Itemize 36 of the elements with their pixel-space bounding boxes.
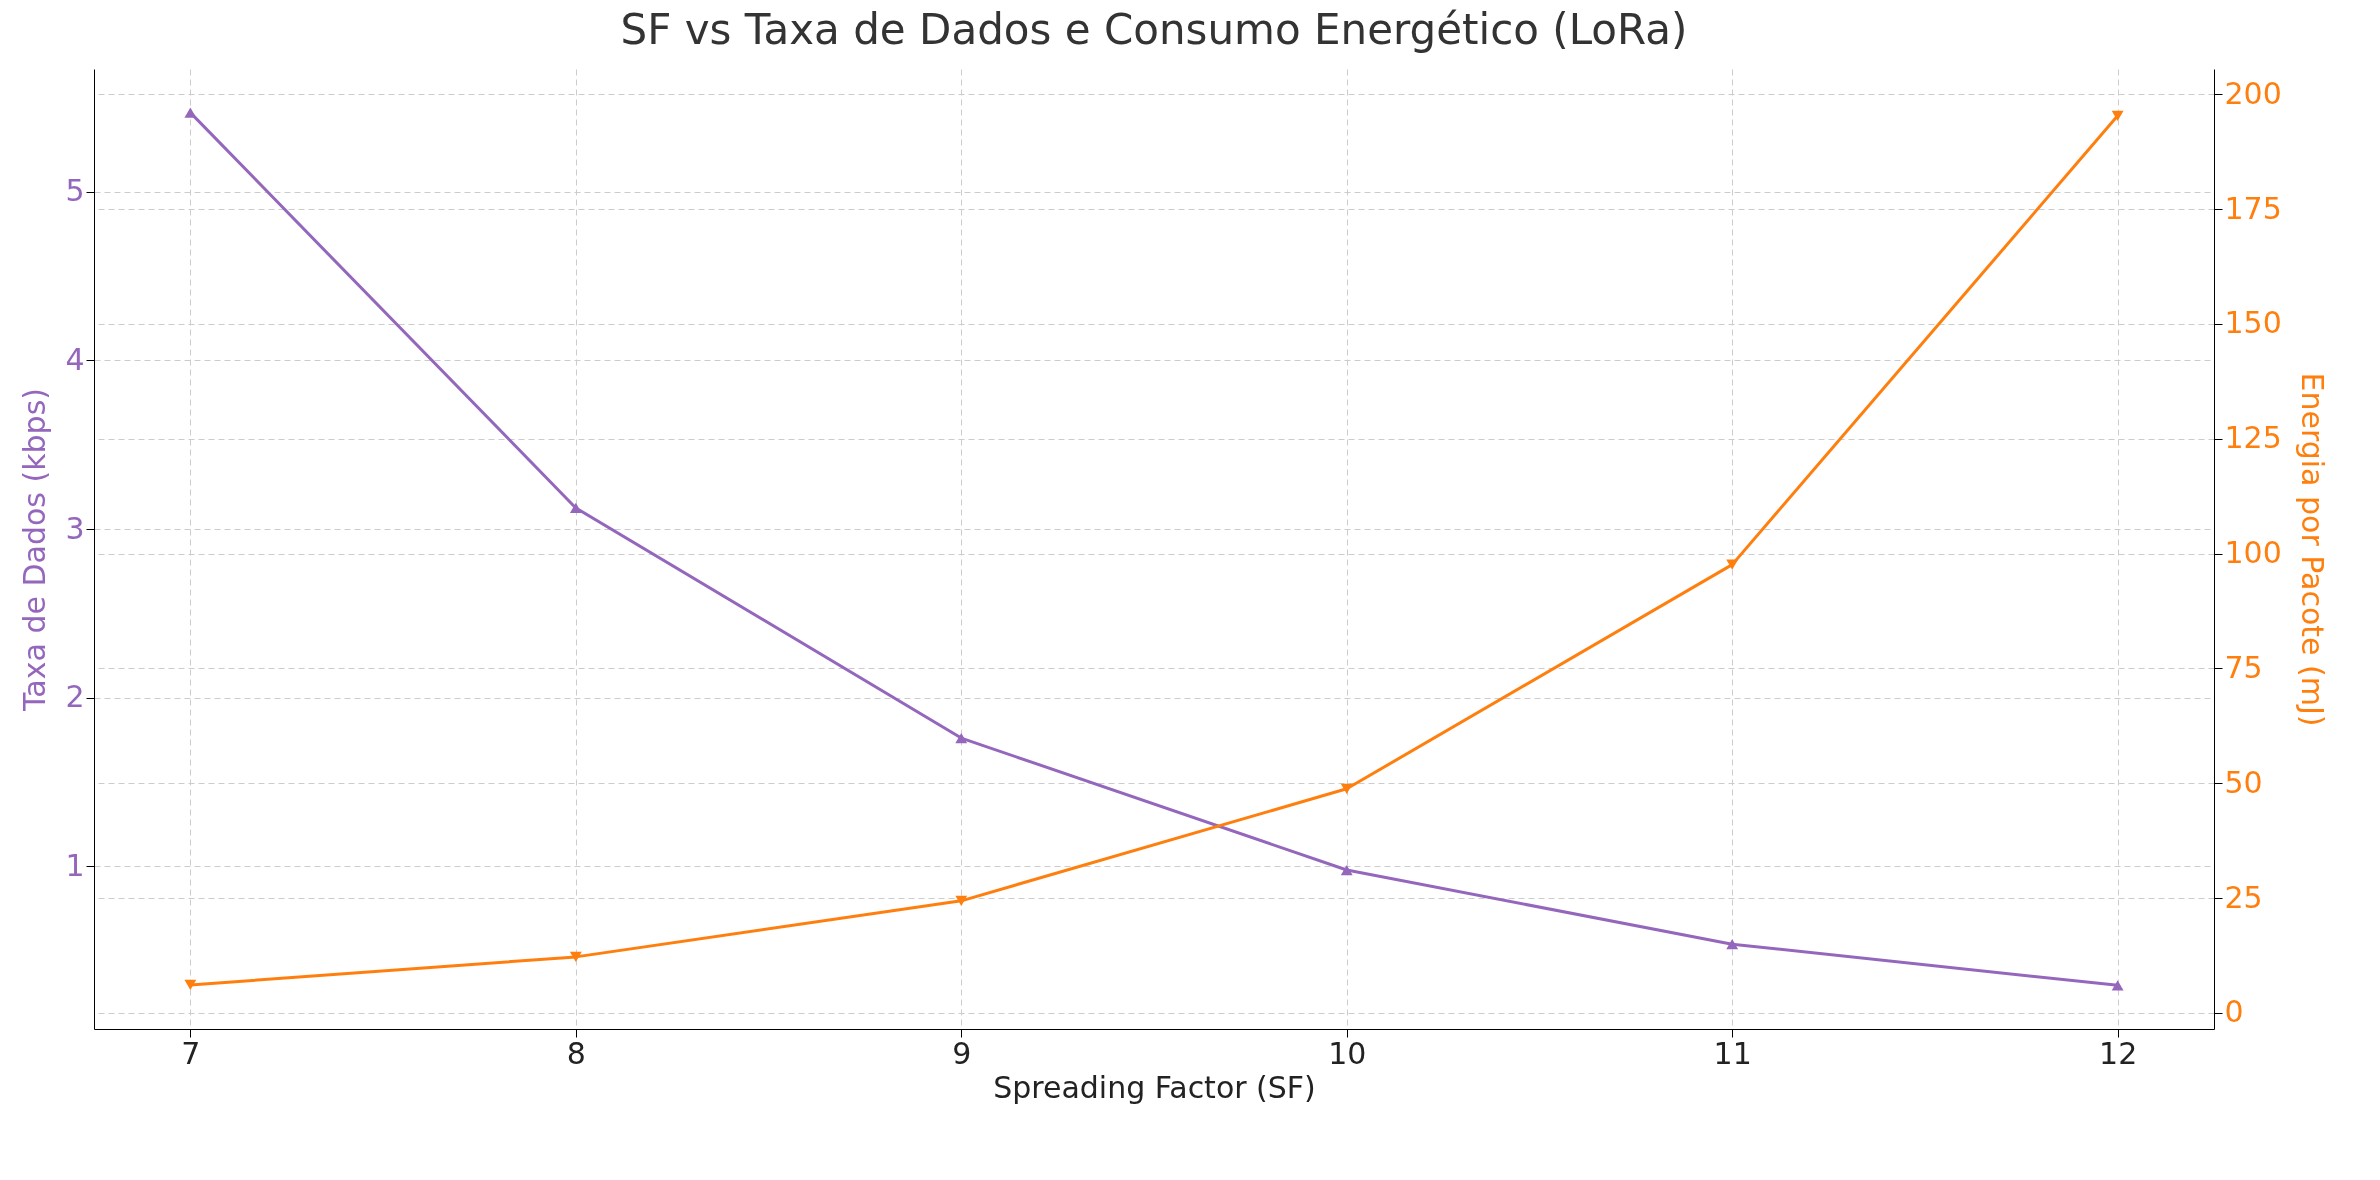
x-axis-title: Spreading Factor (SF) [993,1069,1316,1105]
x-tick-label: 12 [2099,1035,2138,1071]
chart-title: SF vs Taxa de Dados e Consumo Energético (LoRa) [620,5,1688,54]
point [1726,559,1739,570]
point [2111,980,2124,991]
y2-tick-label: 25 [2224,879,2263,915]
y-tick-label: 4 [65,341,85,377]
y2-tick-label: 50 [2224,764,2263,800]
y-tick-label: 2 [65,679,85,715]
point [955,895,968,906]
x-tick-label: 8 [566,1035,586,1071]
point [955,732,968,744]
y2-tick-label: 100 [2224,535,2282,571]
point [1340,864,1353,876]
y-tick-label: 5 [65,173,85,209]
x-tick-label: 9 [952,1035,972,1071]
point [184,979,197,991]
y2-tick-label: 0 [2224,994,2244,1030]
y2-tick-label: 200 [2224,75,2282,111]
point [1340,783,1353,794]
y2-tick-label: 150 [2224,305,2282,341]
x-tick-label: 10 [1328,1035,1367,1071]
point [569,502,582,514]
y2-tick-label: 75 [2224,649,2263,685]
x-tick-label: 11 [1713,1035,1752,1071]
point [2111,110,2124,121]
y2-tick-label: 125 [2224,420,2282,456]
x-tick-label: 7 [181,1035,201,1071]
y2-tick-label: 175 [2224,190,2282,226]
y-tick-label: 1 [65,847,85,883]
y2-axis-title: Energia por Pacote (mJ) [2294,372,2330,727]
y-tick-label: 3 [65,510,85,546]
y-axis-title: Taxa de Dados (kbps) [17,388,53,712]
point [569,951,582,963]
point [184,107,197,118]
point [1726,939,1739,950]
